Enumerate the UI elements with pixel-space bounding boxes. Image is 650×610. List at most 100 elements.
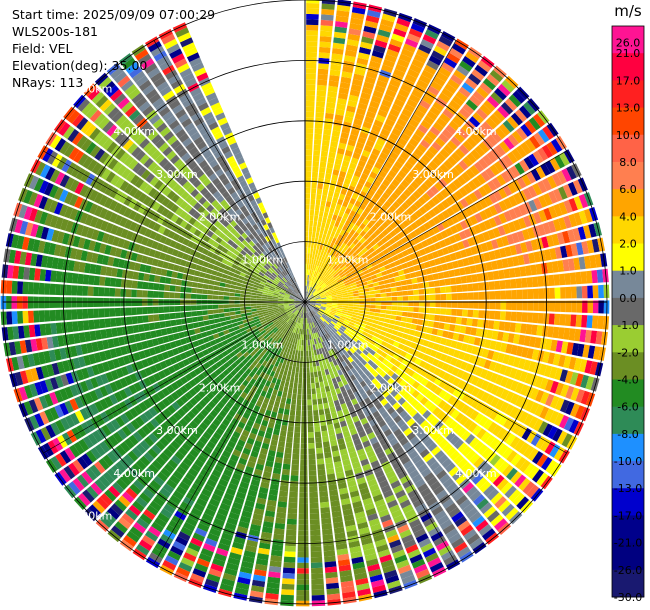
range-gate [224,312,231,317]
range-gate [453,268,461,277]
range-gate [486,151,498,163]
range-gate [422,410,432,419]
range-gate [374,428,383,437]
range-gate [462,239,470,249]
range-gate [121,513,135,525]
range-gate [298,513,309,520]
range-gate [301,302,305,306]
range-gate [344,195,351,203]
range-gate [320,512,331,519]
range-gate [494,127,507,140]
range-gate [338,87,350,95]
range-gate [325,167,333,175]
range-gate [303,307,305,313]
range-gate [397,397,406,406]
range-gate [542,125,555,140]
range-gate [475,264,482,273]
range-gate [426,327,433,334]
range-gate [325,345,331,352]
range-gate [309,508,320,514]
range-gate [355,348,362,355]
range-gate [359,222,366,230]
range-gate [357,251,364,257]
range-gate [334,332,340,338]
range-gate [331,307,337,310]
range-gate [479,104,492,116]
range-gate [470,327,477,336]
range-gate [118,495,131,508]
range-gate [358,400,366,408]
range-gate [392,254,399,262]
range-gate [318,289,324,293]
range-gate [318,348,323,355]
range-gate [405,142,416,152]
range-gate [508,489,521,502]
range-gate [231,318,238,324]
range-gate [332,169,340,176]
range-gate [306,307,309,313]
range-gate [549,287,555,299]
range-gate [434,257,442,266]
range-gate [301,307,304,313]
range-gate [306,367,310,373]
range-gate [275,395,282,403]
range-gate [306,285,308,292]
range-gate [237,439,246,448]
range-gate [342,408,350,415]
range-gate [399,274,406,281]
range-gate [280,326,285,332]
range-gate [192,322,200,329]
range-gate [320,297,327,300]
range-gate [460,275,467,284]
range-gate [326,102,336,109]
range-gate [452,43,466,55]
range-gate [362,340,370,346]
range-gate [372,278,379,283]
range-gate [341,390,349,398]
range-gate [381,13,396,23]
range-gate [327,338,333,344]
range-gate [311,355,316,362]
range-gate [326,303,333,305]
range-gate [311,600,326,607]
range-gate [208,314,215,320]
range-gate [309,226,313,232]
range-gate [513,192,523,205]
range-gate [387,406,396,415]
range-gate [194,527,208,538]
range-gate [488,281,495,290]
range-gate [273,462,282,469]
range-gate [298,334,301,340]
range-gate [168,519,182,531]
range-gate [354,68,366,76]
range-gate [473,189,483,200]
range-gate [306,68,317,74]
range-gate [355,383,363,391]
range-gate [463,418,474,430]
range-gate [331,366,337,373]
range-gate [411,558,426,569]
range-gate [429,374,438,383]
range-gate [332,516,343,524]
range-gate [494,341,502,352]
range-gate [319,227,325,234]
range-gate [318,330,323,337]
range-gate [269,332,275,338]
range-gate [559,273,566,286]
range-gate [309,275,312,281]
range-gate [475,378,485,388]
range-gate [308,306,313,311]
range-gate [500,290,507,300]
range-gate [477,125,490,137]
range-gate [357,286,364,291]
range-gate [466,486,478,498]
range-gate [373,192,381,201]
range-gate [452,116,464,127]
range-gate [373,332,380,338]
range-gate [380,305,387,310]
range-gate [379,244,387,251]
range-gate [156,471,168,482]
range-gate [286,336,291,342]
range-gate [285,317,290,322]
range-gate [340,367,347,374]
